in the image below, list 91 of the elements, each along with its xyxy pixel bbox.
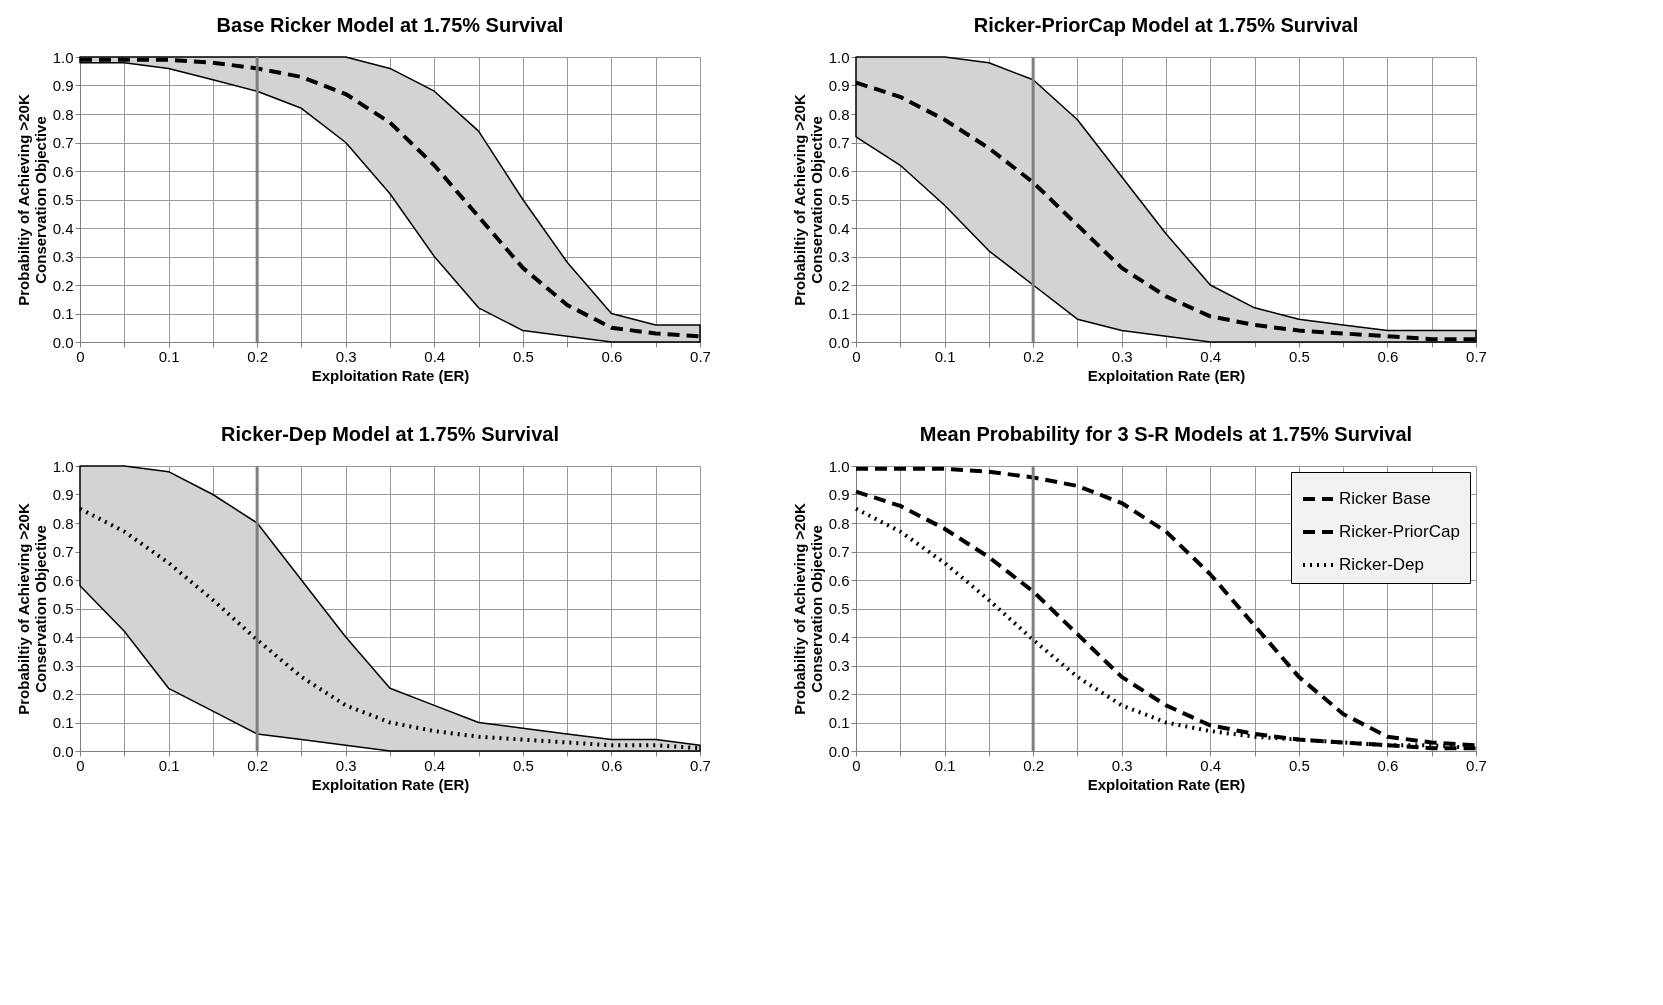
chart-title: Ricker-Dep Model at 1.75% Survival (221, 423, 559, 445)
x-tick-label: 0 (76, 756, 85, 774)
y-tick-label: 0.8 (52, 105, 74, 123)
x-tick-label: 0.3 (335, 347, 357, 365)
y-tick-label: 0.5 (828, 191, 850, 208)
y-tick-label: 0.5 (52, 600, 74, 617)
y-tick-label: 1.0 (828, 457, 850, 475)
x-tick-label: 0.4 (1200, 347, 1222, 365)
x-axis-title: Exploitation Rate (ER) (1087, 366, 1246, 384)
chart-title: Mean Probability for 3 S-R Models at 1.75% Survival (919, 423, 1413, 445)
chart-title: Base Ricker Model at 1.75% Survival (216, 14, 564, 36)
y-tick-label: 0.3 (828, 248, 850, 265)
y-tick-label: 0.9 (828, 77, 850, 94)
y-tick-label: 1.0 (828, 48, 850, 66)
y-axis-title: Probabiltiy of Achieving >20K Conservation Objective (790, 94, 825, 306)
x-tick-label: 0.2 (1023, 756, 1045, 774)
x-tick-label: 0.7 (690, 756, 711, 774)
x-tick-label: 0 (852, 756, 861, 774)
x-axis-title: Exploitation Rate (ER) (311, 366, 470, 384)
x-axis-title: Exploitation Rate (ER) (311, 775, 470, 793)
y-tick-label: 0.2 (828, 685, 850, 703)
x-tick-label: 0.7 (1466, 347, 1487, 365)
legend-label: Ricker Base (1339, 489, 1431, 508)
y-tick-label: 0.7 (828, 134, 850, 151)
y-tick-label: 0.0 (52, 333, 74, 351)
y-tick-label: 0.6 (52, 571, 74, 589)
y-tick-label: 0.2 (52, 685, 74, 703)
legend-label: Ricker-PriorCap (1339, 522, 1460, 541)
y-axis-title: Probabiltiy of Achieving >20K Conservation Objective (14, 94, 49, 306)
x-tick-label: 0.6 (1377, 347, 1399, 365)
y-tick-label: 0.8 (828, 105, 850, 123)
y-tick-label: 0.8 (52, 514, 74, 532)
x-tick-label: 0.1 (158, 756, 180, 774)
y-tick-label: 0.4 (828, 628, 850, 646)
y-tick-label: 0.4 (52, 219, 74, 237)
y-tick-label: 0.7 (52, 543, 74, 560)
y-tick-label: 0.9 (52, 486, 74, 503)
y-tick-label: 0.3 (52, 248, 74, 265)
y-axis-title: Probabiltiy of Achieving >20K Conservation Objective (790, 503, 825, 715)
x-tick-label: 0.5 (512, 756, 534, 774)
y-tick-label: 0.6 (828, 571, 850, 589)
y-tick-label: 0.3 (828, 657, 850, 674)
chart-title: Ricker-PriorCap Model at 1.75% Survival (973, 14, 1359, 36)
y-axis-title: Probabiltiy of Achieving >20K Conservation Objective (14, 503, 49, 715)
x-tick-label: 0.1 (158, 347, 180, 365)
y-tick-label: 0.6 (52, 162, 74, 180)
y-tick-label: 0.4 (52, 628, 74, 646)
y-tick-label: 0.1 (52, 305, 74, 322)
y-tick-label: 0.2 (828, 276, 850, 294)
x-tick-label: 0.4 (424, 756, 446, 774)
y-tick-label: 0.4 (828, 219, 850, 237)
x-tick-label: 0.6 (1377, 756, 1399, 774)
y-tick-label: 0.0 (828, 333, 850, 351)
y-tick-label: 0.0 (52, 742, 74, 760)
x-tick-label: 0.5 (1288, 756, 1310, 774)
x-tick-label: 0.4 (1200, 756, 1222, 774)
x-tick-label: 0.4 (424, 347, 446, 365)
y-tick-label: 0.3 (52, 657, 74, 674)
y-tick-label: 0.9 (828, 486, 850, 503)
y-tick-label: 0.1 (828, 714, 850, 731)
x-tick-label: 0.6 (601, 756, 623, 774)
x-tick-label: 0.3 (335, 756, 357, 774)
y-tick-label: 0.7 (828, 543, 850, 560)
x-tick-label: 0.2 (247, 756, 269, 774)
y-tick-label: 0.8 (828, 514, 850, 532)
y-tick-label: 0.1 (828, 305, 850, 322)
x-tick-label: 0.7 (1466, 756, 1487, 774)
x-tick-label: 0.1 (934, 347, 956, 365)
y-tick-label: 0.7 (52, 134, 74, 151)
legend-label: Ricker-Dep (1339, 555, 1425, 574)
y-tick-label: 0.1 (52, 714, 74, 731)
x-tick-label: 0.3 (1111, 347, 1133, 365)
x-tick-label: 0.5 (512, 347, 534, 365)
x-tick-label: 0 (852, 347, 861, 365)
x-tick-label: 0 (76, 347, 85, 365)
x-tick-label: 0.2 (247, 347, 269, 365)
y-tick-label: 0.9 (52, 77, 74, 94)
y-tick-label: 0.5 (52, 191, 74, 208)
y-tick-label: 1.0 (52, 48, 74, 66)
x-tick-label: 0.5 (1288, 347, 1310, 365)
y-tick-label: 0.2 (52, 276, 74, 294)
x-tick-label: 0.2 (1023, 347, 1045, 365)
x-tick-label: 0.6 (601, 347, 623, 365)
x-tick-label: 0.1 (934, 756, 956, 774)
y-tick-label: 0.0 (828, 742, 850, 760)
y-tick-label: 0.6 (828, 162, 850, 180)
y-tick-label: 0.5 (828, 600, 850, 617)
x-axis-title: Exploitation Rate (ER) (1087, 775, 1246, 793)
y-tick-label: 1.0 (52, 457, 74, 475)
x-tick-label: 0.3 (1111, 756, 1133, 774)
x-tick-label: 0.7 (690, 347, 711, 365)
